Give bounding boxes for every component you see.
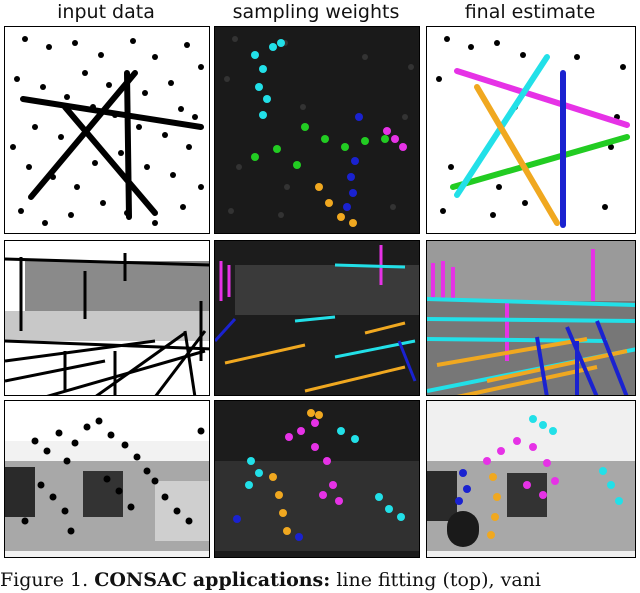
caption-prefix: Figure 1. [0, 569, 89, 591]
caption-rest: line fitting (top), vani [336, 569, 541, 591]
vp-final-image [427, 241, 635, 395]
vp-weights-image [215, 245, 419, 393]
caption-bold-rest: applications: [192, 569, 331, 591]
panel-vp-input [4, 240, 210, 396]
panel-vp-final [426, 240, 636, 396]
figure-caption: Figure 1. CONSAC applications: line fitt… [0, 568, 640, 593]
panel-line-input [4, 26, 210, 234]
column-title-weights: sampling weights [232, 1, 400, 23]
panel-vp-weights [214, 240, 420, 396]
column-title-final: final estimate [464, 1, 596, 23]
line-final-scatter [436, 36, 630, 228]
vp-input-image [5, 253, 209, 395]
panel-homography-weights [214, 400, 420, 558]
homography-final-image [427, 415, 635, 551]
column-title-input: input data [57, 1, 155, 23]
line-input-scatter [10, 36, 204, 226]
panel-line-weights [214, 26, 420, 234]
panel-homography-input [4, 400, 210, 558]
panel-line-final [426, 26, 636, 234]
panel-homography-final [426, 400, 636, 558]
homography-weights-image [215, 409, 419, 551]
line-weights-scatter [224, 36, 414, 227]
caption-method-name: CONSAC [94, 569, 187, 591]
homography-input-image [5, 401, 209, 551]
